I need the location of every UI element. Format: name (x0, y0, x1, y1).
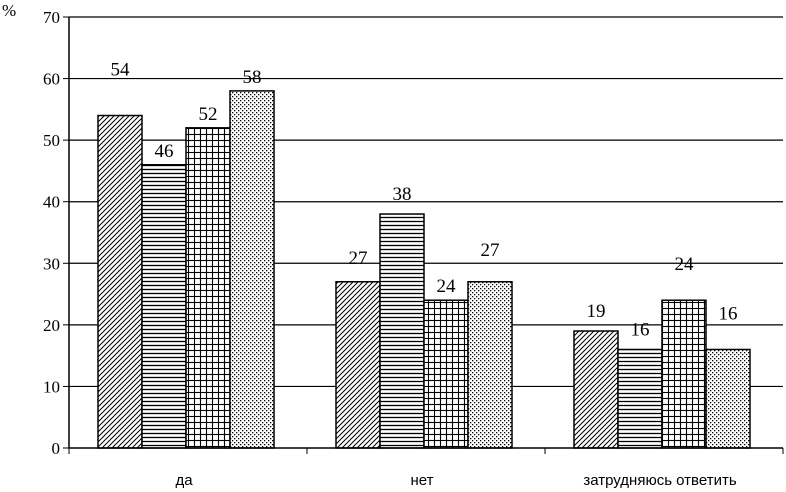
data-label: 46 (155, 141, 174, 162)
bar (467, 281, 513, 449)
data-label: 24 (437, 276, 457, 297)
x-tick-label: затрудняюсь ответить (583, 472, 736, 489)
axes (63, 16, 784, 454)
bar (141, 164, 187, 449)
data-label: 52 (199, 104, 218, 125)
data-label: 24 (675, 254, 695, 275)
bar (705, 348, 751, 449)
x-tick-label: да (175, 472, 193, 489)
data-label: 16 (719, 303, 738, 324)
bar (335, 281, 381, 449)
data-label: 54 (111, 60, 131, 81)
y-unit-label: % (2, 1, 16, 20)
labels: 0 10 20 30 40 50 60 70 54 46 52 58 27 38 24 27 19 16 24 16 д… (43, 8, 738, 489)
bar (185, 127, 231, 449)
data-label: 16 (631, 319, 650, 340)
data-label: 58 (243, 67, 262, 88)
bar (617, 348, 663, 449)
bars (97, 90, 751, 449)
data-label: 38 (393, 184, 412, 205)
bar (97, 114, 143, 449)
y-tick-label: 60 (43, 70, 60, 89)
y-tick-label: 70 (43, 8, 60, 27)
y-tick-label: 40 (43, 193, 60, 212)
y-tick-label: 50 (43, 131, 60, 150)
bar (423, 299, 469, 449)
bar (229, 90, 275, 449)
data-label: 27 (481, 240, 500, 261)
y-tick-label: 20 (43, 316, 60, 335)
data-label: 19 (587, 301, 606, 322)
y-tick-label: 30 (43, 254, 60, 273)
bar (661, 299, 707, 449)
bar (573, 330, 619, 449)
y-tick-label: 0 (52, 439, 61, 458)
y-tick-label: 10 (43, 377, 60, 396)
x-tick-label: нет (411, 472, 434, 489)
data-label: 27 (349, 248, 368, 269)
bar (379, 213, 425, 449)
